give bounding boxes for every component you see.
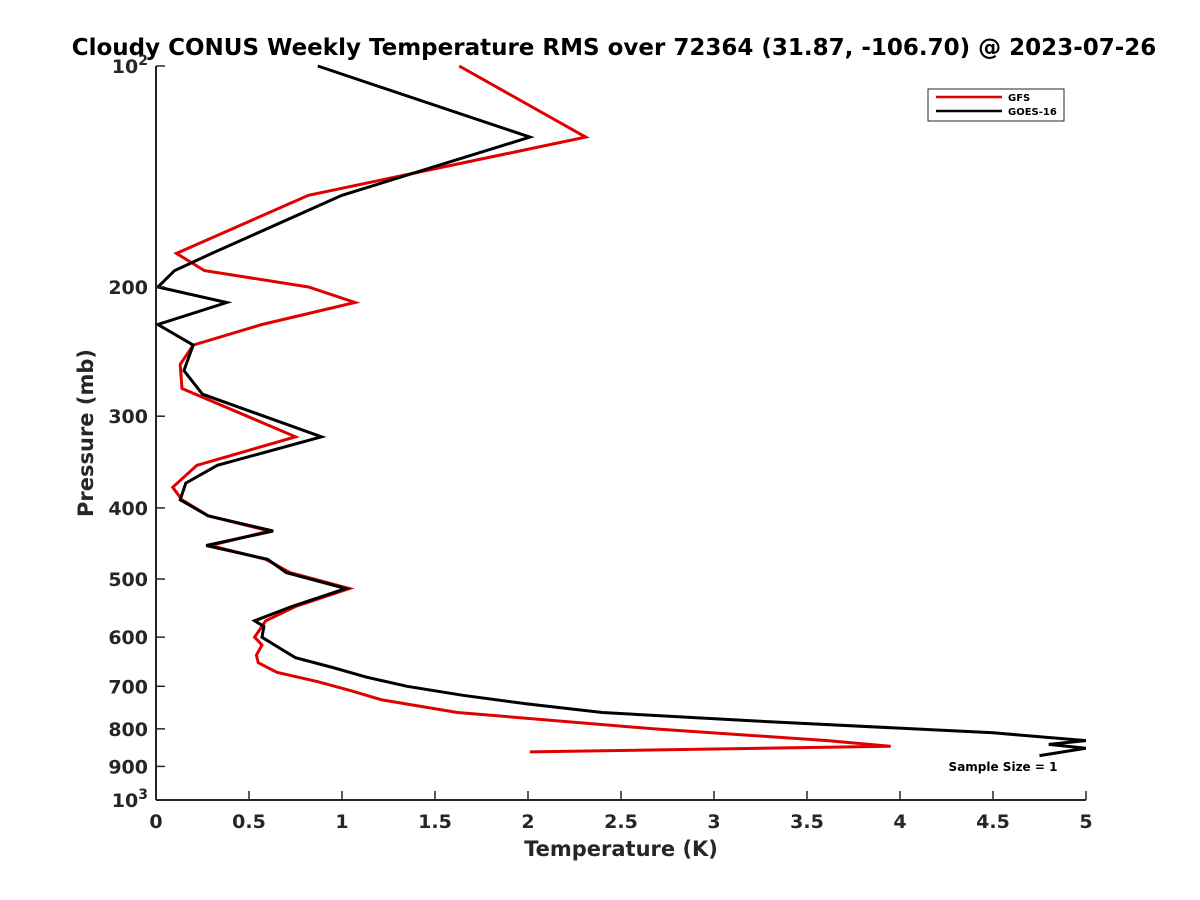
x-tick-label: 5 <box>1079 811 1092 833</box>
y-tick-label: 500 <box>108 569 148 591</box>
series-line-goes-16 <box>156 64 1086 758</box>
x-tick-label: 0 <box>149 811 162 833</box>
y-tick-label: 700 <box>108 676 148 698</box>
x-tick-label: 0.5 <box>232 811 266 833</box>
plot-area: 0 0.5 1 1.5 2 2.5 3 3.5 4 4.5 5 102 200 300 400 500 600… <box>108 53 1092 833</box>
y-tick-label: 900 <box>108 756 148 778</box>
y-tick-label: 600 <box>108 627 148 649</box>
legend-box <box>927 88 1065 122</box>
x-tick-label: 1.5 <box>418 811 452 833</box>
x-tick-label: 4 <box>893 811 906 833</box>
legend-label-gfs: GFS <box>1008 93 1030 104</box>
chart-title: Cloudy CONUS Weekly Temperature RMS over… <box>72 35 1157 61</box>
x-tick-label: 3.5 <box>790 811 824 833</box>
legend: GFS GOES-16 <box>927 88 1065 122</box>
y-axis-label: Pressure (mb) <box>74 349 98 517</box>
x-tick-label: 3 <box>707 811 720 833</box>
y-tick-label: 200 <box>108 277 148 299</box>
y-tick-label: 300 <box>108 406 148 428</box>
y-tick-label: 103 <box>112 787 148 812</box>
sample-size-annotation: Sample Size = 1 <box>949 760 1058 774</box>
y-tick-label: 400 <box>108 498 148 520</box>
series-layer <box>156 64 1086 758</box>
x-tick-label: 4.5 <box>976 811 1010 833</box>
x-tick-label: 2.5 <box>604 811 638 833</box>
y-tick-label: 800 <box>108 719 148 741</box>
y-tick-label: 102 <box>112 53 148 78</box>
x-tick-label: 2 <box>521 811 534 833</box>
legend-label-goes-16: GOES-16 <box>1008 107 1057 118</box>
x-tick-label: 1 <box>335 811 348 833</box>
x-axis-label: Temperature (K) <box>524 837 718 861</box>
y-ticks: 102 200 300 400 500 600 700 800 900 103 <box>108 53 165 812</box>
x-ticks: 0 0.5 1 1.5 2 2.5 3 3.5 4 4.5 5 <box>149 791 1093 833</box>
